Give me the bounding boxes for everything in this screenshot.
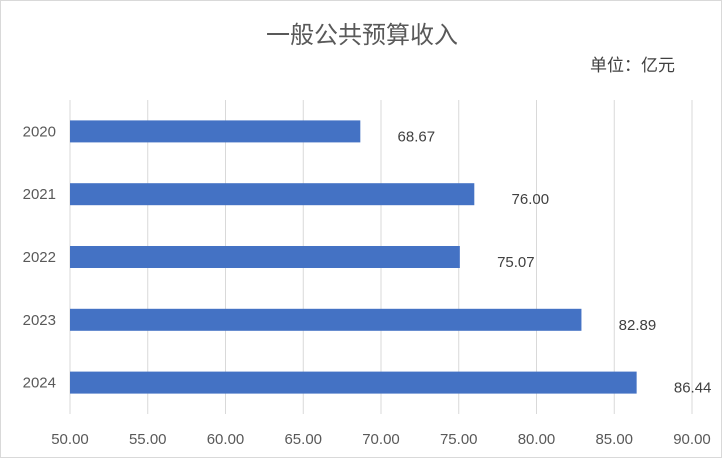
category-label: 2022 (23, 249, 56, 266)
unit-label: 单位：亿元 (590, 56, 675, 76)
data-label: 76.00 (512, 191, 550, 208)
bar-2023 (70, 308, 582, 331)
x-tick-label: 65.00 (284, 431, 322, 448)
data-label: 75.07 (497, 254, 535, 271)
x-tick-label: 85.00 (595, 431, 633, 448)
x-tick-label: 90.00 (673, 431, 711, 448)
data-label: 82.89 (619, 317, 657, 334)
x-tick-labels: 50.00 55.00 60.00 65.00 70.00 75.00 80.00 85.00… (51, 431, 711, 448)
x-tick-label: 55.00 (129, 431, 167, 448)
bar-2022 (70, 246, 460, 268)
bar-2021 (70, 183, 475, 206)
category-labels: 2020 2021 2022 2023 2024 (23, 123, 56, 391)
x-tick-label: 80.00 (518, 431, 556, 448)
bar-2024 (70, 371, 637, 394)
data-labels: 68.67 76.00 75.07 82.89 86.44 (398, 128, 712, 396)
category-label: 2024 (23, 375, 56, 392)
x-tick-label: 75.00 (440, 431, 478, 448)
x-tick-label: 70.00 (362, 431, 400, 448)
x-tick-label: 50.00 (51, 431, 89, 448)
chart-title: 一般公共预算收入 (266, 21, 458, 49)
category-label: 2023 (23, 312, 56, 329)
data-label: 86.44 (674, 380, 712, 397)
data-label: 68.67 (398, 128, 436, 145)
category-label: 2020 (23, 123, 56, 140)
bars (70, 120, 637, 394)
category-label: 2021 (23, 186, 56, 203)
x-tick-label: 60.00 (207, 431, 245, 448)
bar-2020 (70, 120, 361, 143)
